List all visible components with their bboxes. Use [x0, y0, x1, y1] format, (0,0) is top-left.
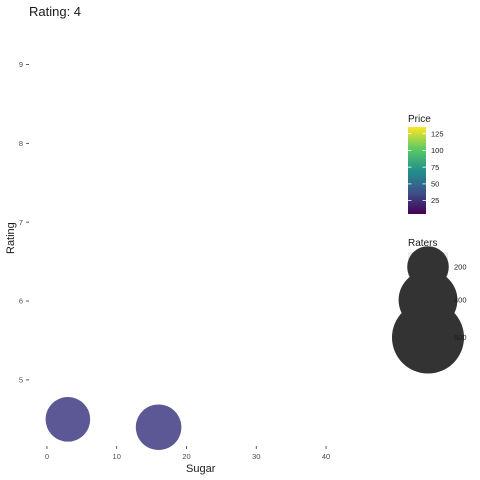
- price-colorbar: [408, 127, 426, 214]
- y-axis-title: Rating: [5, 222, 17, 254]
- colorbar-label: 125: [431, 129, 444, 138]
- x-tick-label: 30: [252, 452, 260, 461]
- x-axis: 0 10 20 30 40: [45, 446, 330, 461]
- y-tick-label: 7: [19, 218, 23, 227]
- colorbar-label: 25: [431, 196, 439, 205]
- raters-legend-circle: [391, 301, 465, 374]
- x-tick-label: 40: [322, 452, 330, 461]
- colorbar-label: 50: [431, 179, 439, 188]
- raters-legend-label: 600: [454, 333, 467, 342]
- y-tick-label: 6: [19, 297, 23, 306]
- data-point: [45, 397, 91, 442]
- x-tick-label: 10: [113, 452, 121, 461]
- raters-legend-label: 400: [454, 296, 467, 305]
- colorbar-label: 75: [431, 163, 439, 172]
- data-points: [45, 397, 182, 451]
- price-legend: Price 25 50 75 100 125: [408, 114, 444, 214]
- y-tick-label: 8: [19, 139, 23, 148]
- y-axis: 5 6 7 8 9: [19, 60, 29, 385]
- chart-title: Rating: 4: [29, 4, 81, 19]
- x-tick-label: 0: [45, 452, 49, 461]
- price-legend-title: Price: [408, 114, 431, 125]
- data-point: [135, 404, 182, 451]
- raters-legend: Raters 200 400 600: [391, 238, 467, 374]
- x-axis-title: Sugar: [186, 463, 216, 475]
- raters-legend-label: 200: [454, 263, 467, 272]
- raters-legend-title: Raters: [408, 238, 437, 249]
- y-tick-label: 5: [19, 376, 23, 385]
- colorbar-label: 100: [431, 146, 444, 155]
- y-tick-label: 9: [19, 60, 23, 69]
- x-tick-label: 20: [182, 452, 190, 461]
